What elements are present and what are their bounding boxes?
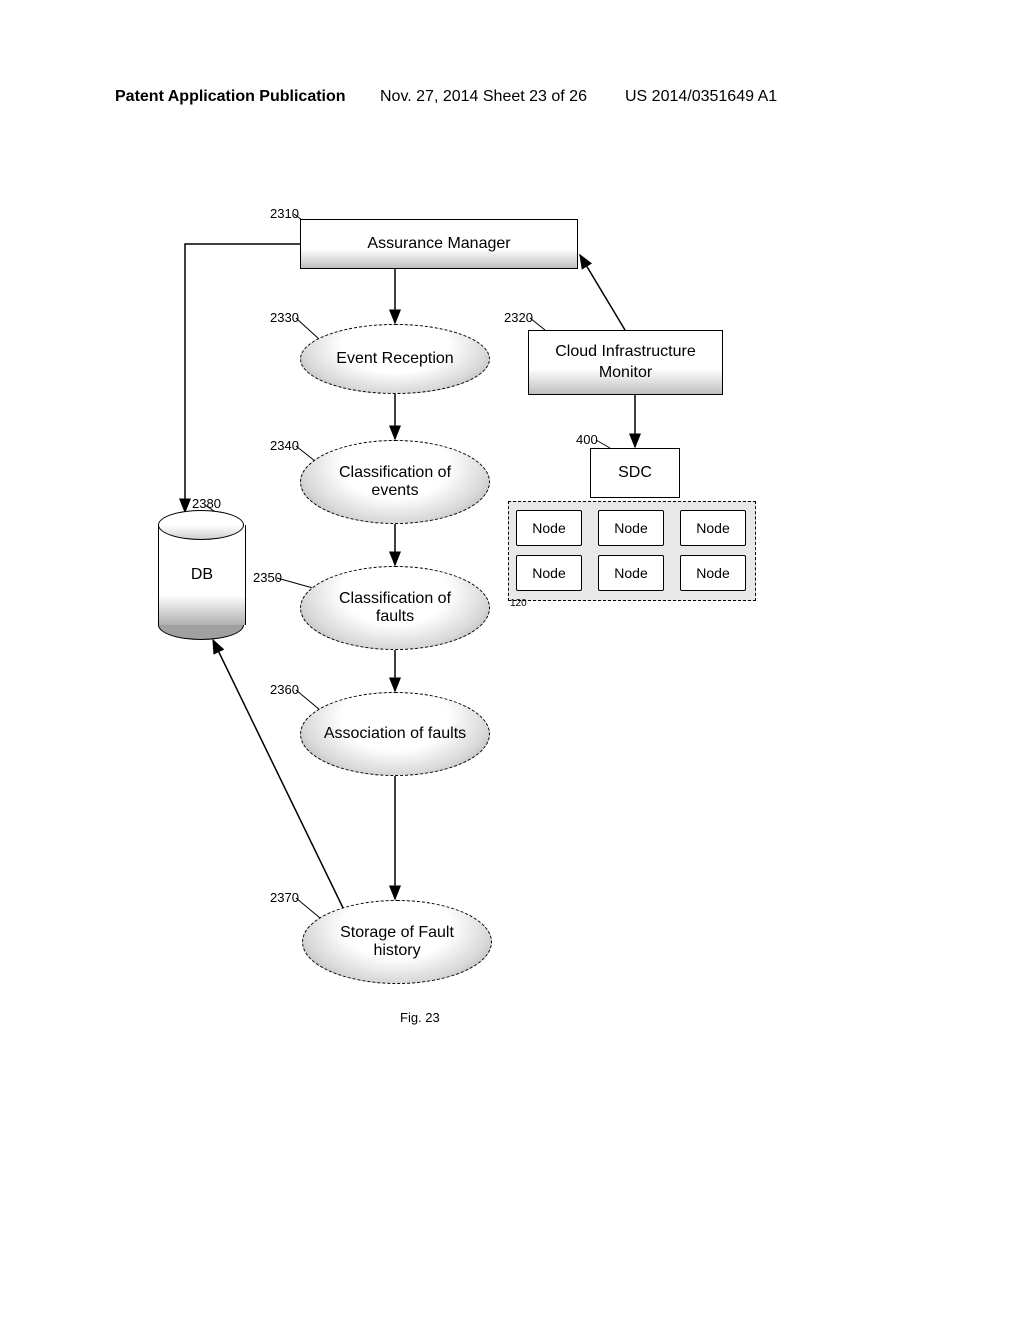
arrows-svg bbox=[0, 190, 1024, 1290]
ref-2360: 2360 bbox=[270, 682, 299, 697]
figure-caption: Fig. 23 bbox=[400, 1010, 440, 1025]
assurance-manager-box: Assurance Manager bbox=[300, 219, 578, 269]
db-cylinder: DB bbox=[158, 510, 244, 640]
ref-2310: 2310 bbox=[270, 206, 299, 221]
ref-2330: 2330 bbox=[270, 310, 299, 325]
header-center: Nov. 27, 2014 Sheet 23 of 26 bbox=[380, 88, 587, 106]
classify-faults-oval: Classification of faults bbox=[300, 566, 490, 650]
assoc-faults-label: Association of faults bbox=[324, 725, 466, 743]
classify-events-oval: Classification of events bbox=[300, 440, 490, 524]
ref-2370: 2370 bbox=[270, 890, 299, 905]
storage-history-oval: Storage of Fault history bbox=[302, 900, 492, 984]
cloud-monitor-box: Cloud Infrastructure Monitor bbox=[528, 330, 723, 395]
event-reception-oval: Event Reception bbox=[300, 324, 490, 394]
diagram-container: Assurance Manager 2310 Cloud Infrastruct… bbox=[0, 190, 1024, 1190]
classify-events-label: Classification of events bbox=[321, 464, 469, 500]
cyl-top bbox=[158, 510, 244, 540]
node-6: Node bbox=[680, 555, 746, 591]
ref-120: 120 bbox=[510, 598, 527, 609]
node-4-label: Node bbox=[532, 565, 565, 581]
header-right: US 2014/0351649 A1 bbox=[625, 88, 777, 106]
node-6-label: Node bbox=[696, 565, 729, 581]
node-3: Node bbox=[680, 510, 746, 546]
db-label: DB bbox=[191, 566, 213, 584]
ref-400: 400 bbox=[576, 432, 598, 447]
sdc-label: SDC bbox=[618, 464, 652, 482]
node-1: Node bbox=[516, 510, 582, 546]
ref-2380: 2380 bbox=[192, 496, 221, 511]
node-2: Node bbox=[598, 510, 664, 546]
node-5: Node bbox=[598, 555, 664, 591]
node-1-label: Node bbox=[532, 520, 565, 536]
assoc-faults-oval: Association of faults bbox=[300, 692, 490, 776]
node-3-label: Node bbox=[696, 520, 729, 536]
storage-history-label: Storage of Fault history bbox=[321, 924, 473, 960]
ref-2340: 2340 bbox=[270, 438, 299, 453]
sdc-box: SDC bbox=[590, 448, 680, 498]
classify-faults-label: Classification of faults bbox=[321, 590, 469, 626]
node-5-label: Node bbox=[614, 565, 647, 581]
cyl-body: DB bbox=[158, 525, 246, 625]
node-2-label: Node bbox=[614, 520, 647, 536]
header-left: Patent Application Publication bbox=[115, 88, 346, 106]
assurance-manager-label: Assurance Manager bbox=[367, 235, 510, 253]
event-reception-label: Event Reception bbox=[336, 350, 453, 368]
ref-2350: 2350 bbox=[253, 570, 282, 585]
ref-2320: 2320 bbox=[504, 310, 533, 325]
node-4: Node bbox=[516, 555, 582, 591]
cloud-monitor-label: Cloud Infrastructure Monitor bbox=[529, 342, 722, 384]
